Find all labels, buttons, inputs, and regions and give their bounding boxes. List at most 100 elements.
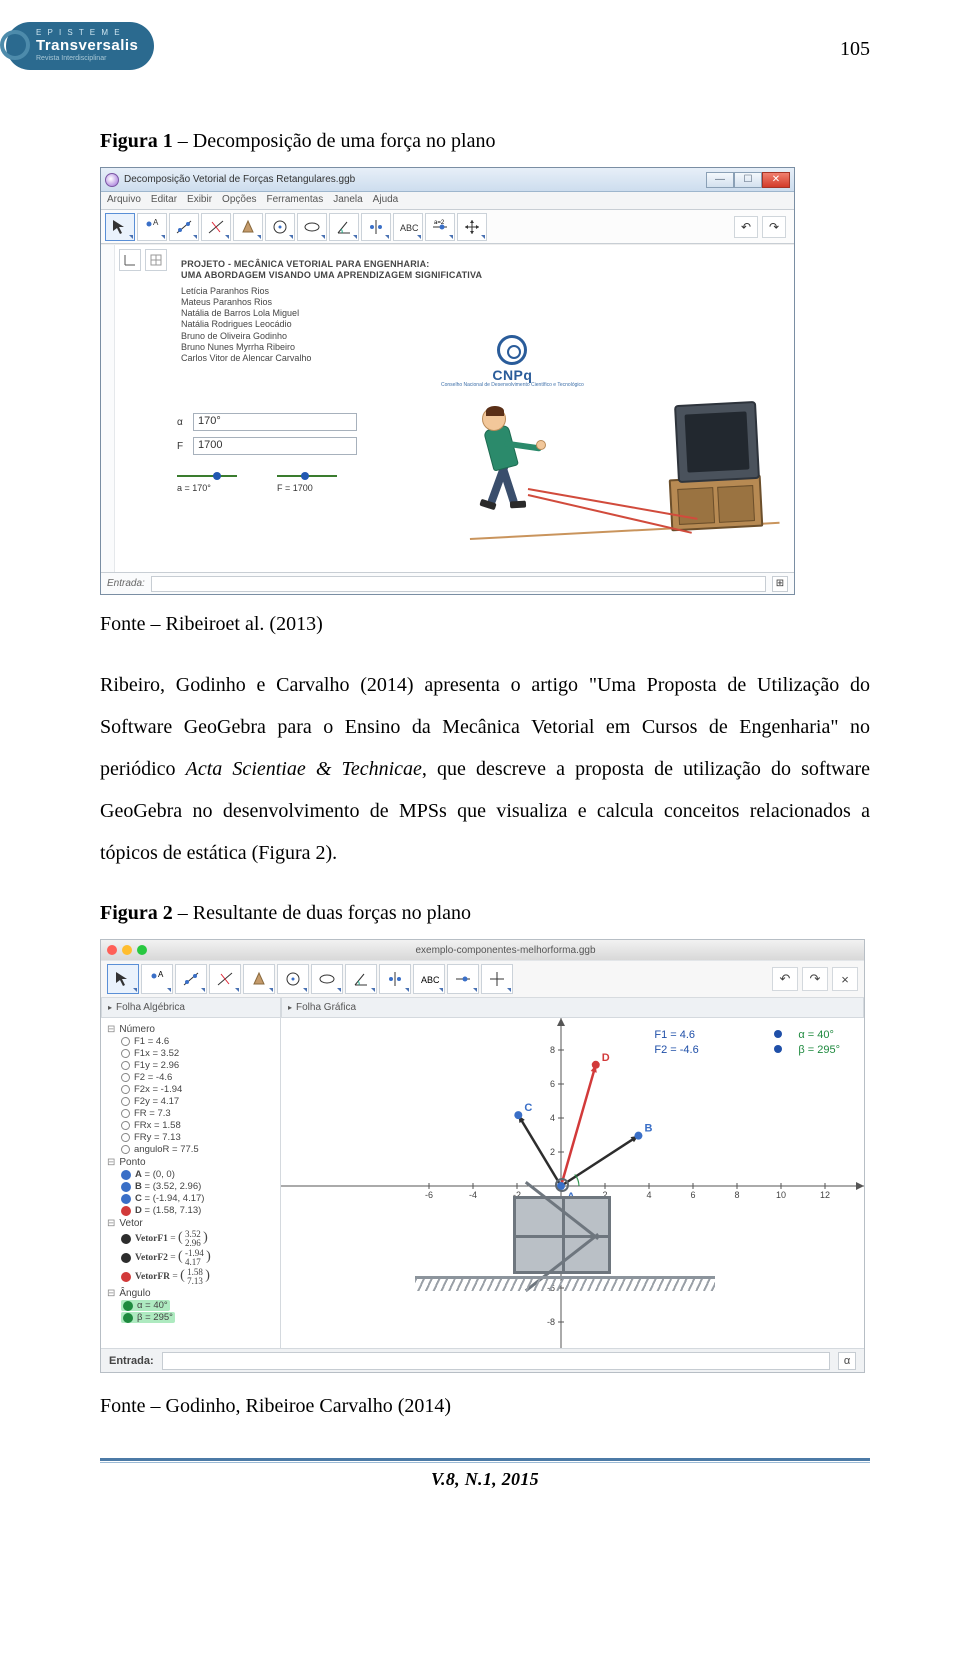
menu-item[interactable]: Opções (222, 194, 256, 207)
minimize-button[interactable]: — (706, 172, 734, 188)
entrada-label: Entrada: (107, 578, 145, 589)
figure1-title: – Decomposição de uma força no plano (173, 130, 496, 152)
vetor-item[interactable]: VetorF1 = ( 3.522.96 ) (121, 1230, 276, 1248)
algebra-panel-header[interactable]: ▸Folha Algébrica (101, 998, 281, 1018)
slider-a[interactable]: a = 170° (177, 475, 237, 493)
tool-point[interactable]: A (141, 964, 173, 994)
entrada-label: Entrada: (109, 1355, 154, 1367)
figure2-title: – Resultante de duas forças no plano (173, 902, 471, 924)
body-paragraph: Ribeiro, Godinho e Carvalho (2014) apres… (100, 664, 870, 874)
angulo-item[interactable]: β = 295° (121, 1312, 276, 1323)
svg-text:2: 2 (550, 1147, 555, 1157)
tool-reflect[interactable] (361, 213, 391, 241)
svg-text:A: A (153, 218, 159, 227)
numero-item[interactable]: F1y = 2.96 (121, 1060, 276, 1071)
ponto-item[interactable]: D = (1.58, 7.13) (121, 1205, 276, 1216)
menu-item[interactable]: Exibir (187, 194, 212, 207)
numero-item[interactable]: FR = 7.3 (121, 1108, 276, 1119)
ponto-item[interactable]: C = (-1.94, 4.17) (121, 1193, 276, 1204)
mac-zoom[interactable] (137, 945, 147, 955)
tool-text[interactable]: ABC (413, 964, 445, 994)
mac-window-title: exemplo-componentes-melhorforma.ggb (153, 945, 858, 956)
menu-item[interactable]: Arquivo (107, 194, 141, 207)
undo-button[interactable]: ↶ (772, 967, 798, 991)
tool-movegraphic[interactable] (457, 213, 487, 241)
logo-sub: Revista Interdisciplinar (36, 55, 138, 62)
legend-ang-1: α = 40° (798, 1029, 834, 1041)
tool-circle[interactable] (265, 213, 295, 241)
entrada-input[interactable] (151, 576, 766, 592)
tool-perp[interactable] (209, 964, 241, 994)
group-ponto[interactable]: Ponto (107, 1157, 276, 1168)
tool-text[interactable]: ABC (393, 213, 423, 241)
graphics-panel-header[interactable]: ▸Folha Gráfica (281, 998, 864, 1018)
tool-ellipse[interactable] (297, 213, 327, 241)
numero-item[interactable]: F2 = -4.6 (121, 1072, 276, 1083)
redo-button[interactable]: ↷ (802, 967, 828, 991)
grid-toggle[interactable] (145, 249, 167, 271)
menu-item[interactable]: Ferramentas (267, 194, 324, 207)
svg-text:B: B (644, 1123, 652, 1135)
ponto-item[interactable]: A = (0, 0) (121, 1169, 276, 1180)
side-strip (101, 245, 115, 572)
entrada-input[interactable] (162, 1352, 830, 1370)
angulo-item[interactable]: α = 40° (121, 1300, 276, 1311)
author: Mateus Paranhos Rios (181, 297, 482, 308)
numero-item[interactable]: FRx = 1.58 (121, 1120, 276, 1131)
close-button[interactable]: ✕ (762, 172, 790, 188)
figure2-source: Fonte – Godinho, Ribeiroe Carvalho (2014… (100, 1395, 870, 1418)
input-bar: Entrada: α (101, 1348, 864, 1372)
panel-close-button[interactable]: × (832, 967, 858, 991)
maximize-button[interactable]: ☐ (734, 172, 762, 188)
slider-F[interactable]: F = 1700 (277, 475, 337, 493)
tool-line[interactable] (169, 213, 199, 241)
tool-slider[interactable]: a=2 (425, 213, 455, 241)
axes-toggle[interactable] (119, 249, 141, 271)
entrada-hint[interactable]: ⊞ (772, 576, 788, 592)
numero-item[interactable]: F1x = 3.52 (121, 1048, 276, 1059)
numero-item[interactable]: FRy = 7.13 (121, 1132, 276, 1143)
figure1-caption: Figura 1 – Decomposição de uma força no … (100, 130, 870, 153)
group-numero[interactable]: Número (107, 1024, 276, 1035)
geogebra-icon (105, 173, 119, 187)
menu-item[interactable]: Ajuda (373, 194, 399, 207)
tool-reflect[interactable] (379, 964, 411, 994)
menu-item[interactable]: Janela (333, 194, 362, 207)
alpha-input[interactable]: 170° (193, 413, 357, 431)
tool-move[interactable] (107, 964, 139, 994)
tool-point[interactable]: A (137, 213, 167, 241)
tool-line[interactable] (175, 964, 207, 994)
tool-angle[interactable] (329, 213, 359, 241)
undo-button[interactable]: ↶ (734, 216, 758, 238)
vetor-item[interactable]: VetorF2 = ( -1.944.17 ) (121, 1249, 276, 1267)
mac-minimize[interactable] (122, 945, 132, 955)
group-angulo[interactable]: Ângulo (107, 1288, 276, 1299)
redo-button[interactable]: ↷ (762, 216, 786, 238)
numero-item[interactable]: F1 = 4.6 (121, 1036, 276, 1047)
numero-item[interactable]: anguloR = 77.5 (121, 1144, 276, 1155)
algebra-view[interactable]: Número F1 = 4.6F1x = 3.52F1y = 2.96F2 = … (101, 1018, 281, 1348)
vetor-item[interactable]: VetorFR = ( 1.587.13 ) (121, 1268, 276, 1286)
tool-angle[interactable] (345, 964, 377, 994)
tool-movegraphic[interactable] (481, 964, 513, 994)
toolbar: A ABC a=2 ↶ ↷ (101, 210, 794, 244)
tool-ellipse[interactable] (311, 964, 343, 994)
tool-circle[interactable] (277, 964, 309, 994)
tool-slider[interactable] (447, 964, 479, 994)
tool-polygon[interactable] (243, 964, 275, 994)
group-vetor[interactable]: Vetor (107, 1218, 276, 1229)
ponto-item[interactable]: B = (3.52, 2.96) (121, 1181, 276, 1192)
menu-item[interactable]: Editar (151, 194, 177, 207)
graphics-view[interactable]: PROJETO - MECÂNICA VETORIAL PARA ENGENHA… (171, 245, 794, 572)
svg-text:-6: -6 (425, 1190, 433, 1200)
numero-item[interactable]: F2y = 4.17 (121, 1096, 276, 1107)
entrada-hint[interactable]: α (838, 1352, 856, 1370)
graphics-view[interactable]: -6-4-22468101214-8-6-4-22468BCDA F1 = 4.… (281, 1018, 864, 1348)
mac-close[interactable] (107, 945, 117, 955)
tool-polygon[interactable] (233, 213, 263, 241)
F-input[interactable]: 1700 (193, 437, 357, 455)
figure1-label: Figura 1 (100, 130, 173, 152)
tool-move[interactable] (105, 213, 135, 241)
numero-item[interactable]: F2x = -1.94 (121, 1084, 276, 1095)
tool-perp[interactable] (201, 213, 231, 241)
